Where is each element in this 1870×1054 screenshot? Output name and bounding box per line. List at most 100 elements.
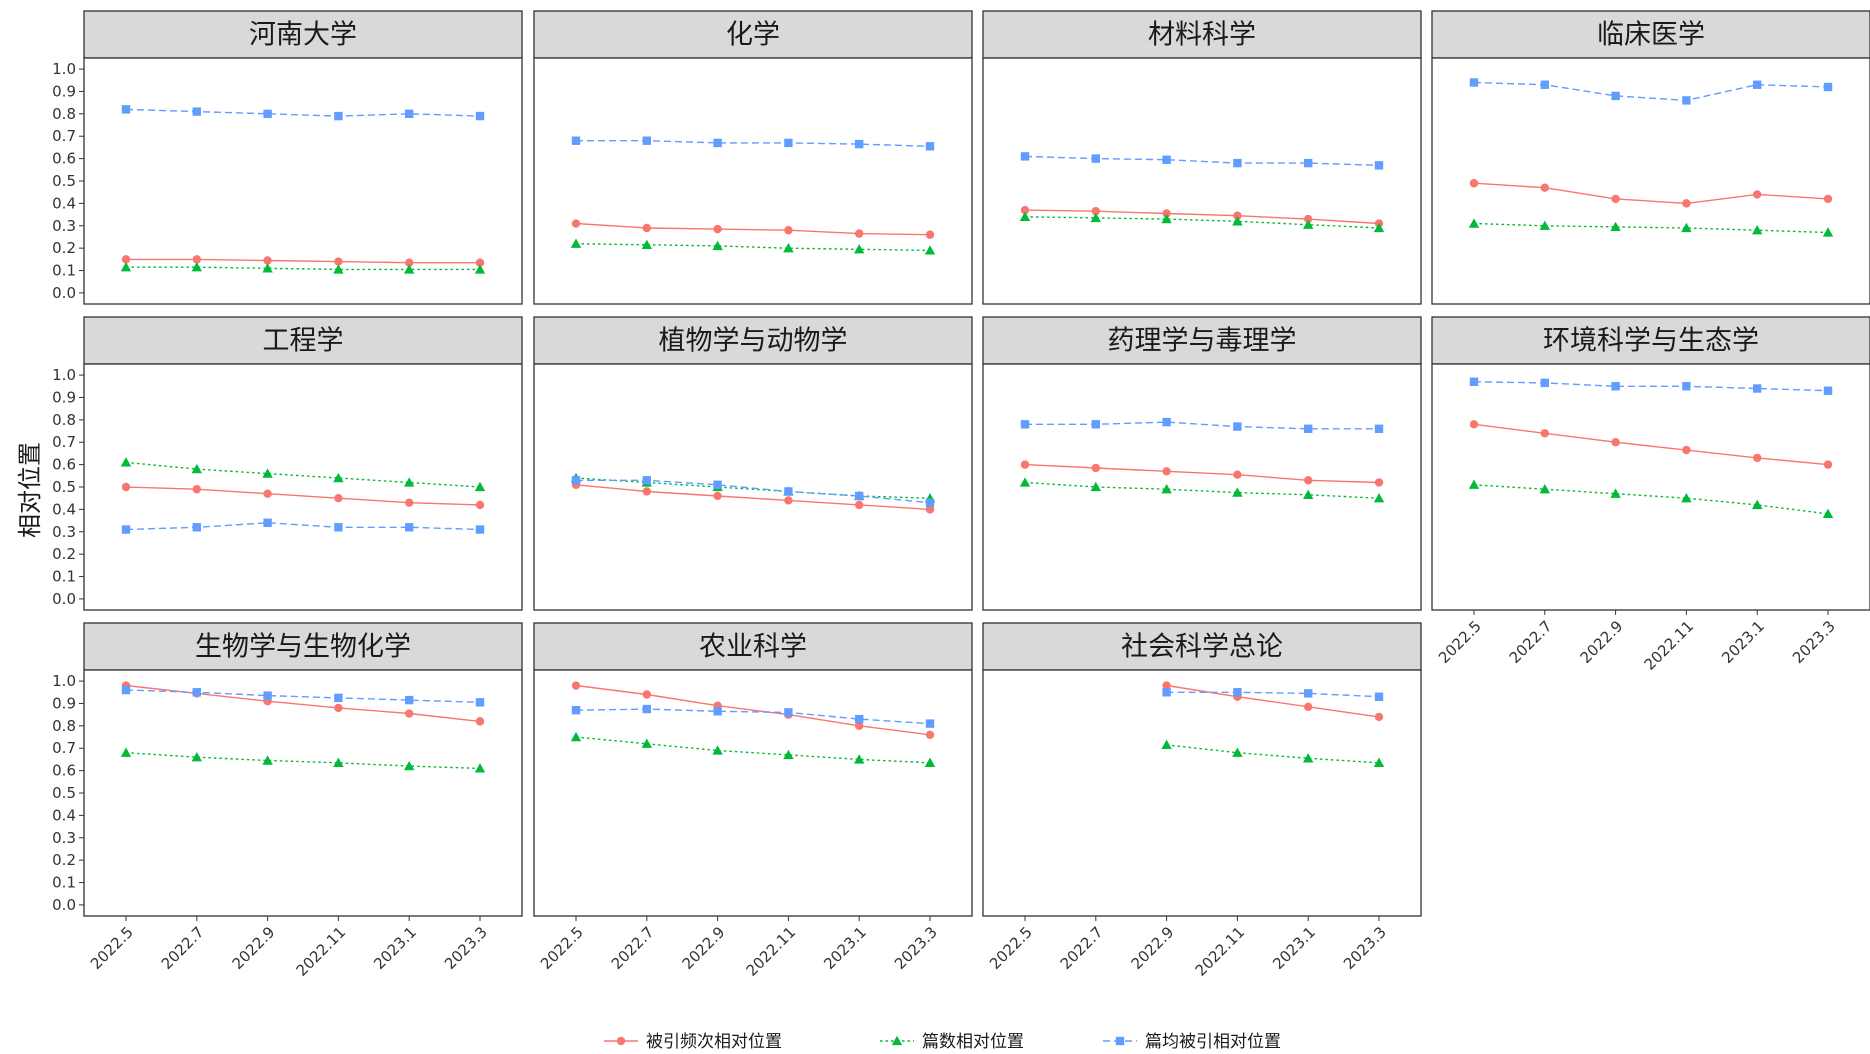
data-point [334,523,343,532]
data-point [712,745,723,755]
data-point [121,525,131,534]
data-point [642,704,651,714]
data-point [1682,445,1691,455]
legend-label: 被引频次相对位置 [646,1032,782,1052]
data-point [191,751,202,762]
data-point [475,500,485,510]
data-point [1682,96,1691,105]
data-point [570,731,582,742]
facet-strip [533,10,973,59]
data-point [333,472,344,483]
data-point [1823,460,1833,469]
x-tick-label: 2023.1 [820,923,870,973]
facet-title: 社会科学总论 [1121,632,1283,663]
data-point [1232,216,1243,226]
data-point [642,136,651,145]
data-point [405,709,414,718]
y-tick-label: 0.6 [52,456,76,474]
series-line [125,108,481,117]
legend: 被引频次相对位置 篇数相对位置 篇均被引相对位置 [604,1032,1281,1052]
data-point [1469,179,1479,188]
y-tick-label: 1.0 [52,366,76,384]
data-point [713,707,722,716]
series-line [126,258,480,264]
data-point [192,523,201,532]
facet-strip [533,622,973,671]
facet-panel: 化学 [533,10,973,305]
data-point [642,487,651,496]
series-line [575,222,931,236]
data-point [474,481,486,492]
series-line [1166,684,1380,718]
data-point [571,219,581,228]
facet-panel: 生物学与生物化学 0.0 0.1 0.2 0.3 0.4 0.5 0.6 0.7 0.8 0.9 1.… [52,622,523,980]
x-tick-label: 2023.1 [1718,617,1768,667]
series-line [575,484,931,511]
data-point [784,226,793,235]
y-tick-label: 0.7 [52,127,76,145]
data-point [854,754,865,764]
plot-area [1431,363,1870,611]
data-point [1232,747,1243,757]
series-line [1473,484,1829,515]
data-point [1610,221,1621,232]
data-point [334,257,343,266]
series-line [125,752,481,770]
data-point [925,142,935,151]
data-point [1374,692,1384,701]
data-point [571,705,581,715]
x-tick-label: 2022.5 [537,923,587,973]
data-point [855,139,864,149]
facet-title: 河南大学 [249,20,357,51]
y-tick-label: 0.9 [52,694,76,712]
x-tick-label: 2022.7 [158,923,208,973]
data-point [641,239,652,249]
facet-strip [83,10,523,59]
data-point [262,468,273,478]
data-point [1233,422,1242,431]
data-point [121,105,131,114]
series-line [1024,481,1380,499]
y-tick-label: 0.6 [52,762,76,780]
y-tick-label: 0.0 [52,590,76,608]
facet-panel: 工程学 0.0 0.1 0.2 0.3 0.4 0.5 0.6 0.7 0.8 0.9 1.0 [52,316,523,611]
data-point [855,491,864,501]
data-point [1303,753,1314,763]
data-point [855,714,864,724]
x-tick-label: 2023.1 [1269,923,1319,973]
data-point [1019,211,1031,221]
y-tick-label: 0.2 [52,239,76,257]
series-line [575,708,931,725]
series-line [1473,222,1829,234]
plot-area [982,363,1422,611]
legend-label: 篇均被引相对位置 [1145,1032,1281,1052]
data-point [1682,199,1691,208]
data-point [924,245,936,255]
data-point [1468,218,1480,228]
series-line [126,266,480,271]
data-point [1822,227,1834,237]
facet-panel: 药理学与毒理学 [982,316,1422,611]
y-tick-label: 0.3 [52,523,76,541]
y-tick-label: 1.0 [52,60,76,78]
data-point [1540,80,1549,89]
data-point [1682,382,1691,391]
x-tick-label: 2022.11 [293,923,350,980]
data-point [924,757,936,767]
x-tick-label: 2023.3 [891,923,941,973]
data-point [263,489,272,498]
y-tick-label: 0.5 [52,784,76,802]
data-point [1540,183,1550,192]
data-point [191,463,202,474]
data-point [1374,478,1384,487]
data-point [855,229,864,238]
data-point [263,518,272,528]
x-tick-label: 2022.5 [87,923,137,973]
series-line [125,461,481,488]
data-point [570,238,582,248]
x-tick-label: 2022.7 [1506,617,1556,667]
data-point [784,487,793,496]
data-point [1374,712,1384,722]
x-tick-label: 2022.9 [1128,923,1178,973]
x-tick-label: 2022.11 [743,923,800,980]
